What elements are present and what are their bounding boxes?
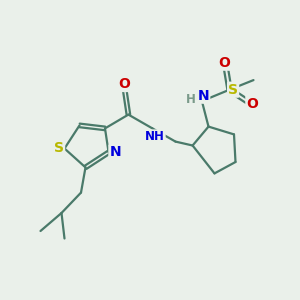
Text: H: H bbox=[186, 93, 195, 106]
Text: N: N bbox=[198, 89, 209, 103]
Text: N: N bbox=[110, 146, 121, 159]
Text: NH: NH bbox=[145, 130, 165, 143]
Text: O: O bbox=[118, 77, 130, 91]
Text: O: O bbox=[218, 56, 230, 70]
Text: O: O bbox=[246, 97, 258, 110]
Text: S: S bbox=[54, 142, 64, 155]
Text: S: S bbox=[228, 83, 238, 97]
